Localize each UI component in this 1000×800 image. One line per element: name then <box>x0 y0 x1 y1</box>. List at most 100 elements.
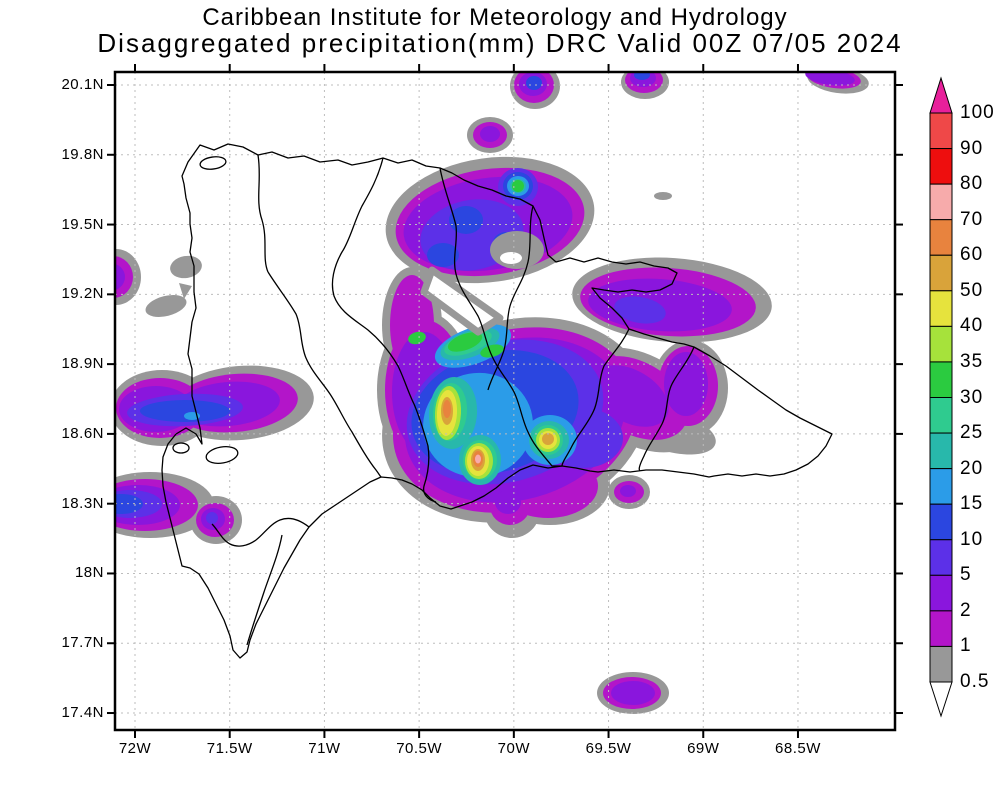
institution-title: Caribbean Institute for Meteorology and … <box>202 4 788 31</box>
watershed-line-southwest <box>211 517 310 547</box>
ellipse-shape <box>145 295 187 317</box>
y-tick-label: 17.7N <box>61 634 104 652</box>
product-title: Disaggregated precipitation(mm) DRC Vali… <box>97 28 903 58</box>
ellipse-shape <box>480 344 504 358</box>
x-tick-label: 69.5W <box>585 740 632 757</box>
ellipse-shape <box>495 490 521 514</box>
tortuga-islet <box>199 156 227 170</box>
ellipse-shape <box>654 192 672 200</box>
colorbar-tick-label: 100 <box>960 102 995 123</box>
ellipse-shape <box>427 243 459 267</box>
y-tick-label: 20.1N <box>61 76 104 93</box>
ellipse-shape <box>664 352 708 416</box>
watershed-line-north-central <box>439 167 562 467</box>
x-tick-label: 72W <box>118 740 152 757</box>
watershed-line-border-east <box>267 271 382 478</box>
ellipse-shape <box>526 76 542 90</box>
colorbar-arrow-top <box>929 76 953 114</box>
ellipse-shape <box>542 433 554 445</box>
colorbar-segment <box>929 254 953 292</box>
colorbar-segment <box>929 219 953 256</box>
ellipse-shape <box>512 180 524 192</box>
colorbar-segment <box>929 290 953 327</box>
x-tick-label: 69W <box>687 740 720 757</box>
ellipse-shape <box>170 255 202 279</box>
colorbar-tick-label: 60 <box>960 244 984 266</box>
ellipse-shape <box>634 72 650 80</box>
x-tick-label: 70W <box>497 740 530 757</box>
x-tick-label: 68.5W <box>775 740 821 757</box>
ellipse-shape <box>611 681 655 705</box>
dr-outline <box>161 143 833 659</box>
ellipse-shape <box>480 126 500 142</box>
colorbar-tick-label: 2 <box>960 599 972 621</box>
watershed-line-west <box>331 157 437 503</box>
colorbar-tick-label: 10 <box>960 528 984 550</box>
y-tick-label: 18N <box>74 564 104 582</box>
ellipse-shape <box>115 263 125 291</box>
watershed-line-nw <box>257 154 269 273</box>
path-shape <box>420 266 504 336</box>
ellipse-shape <box>408 331 426 345</box>
latlon-grid <box>115 72 895 730</box>
x-tick-label: 71W <box>308 740 341 757</box>
x-tick-label: 70.5W <box>396 740 443 757</box>
ellipse-shape <box>620 485 636 497</box>
colorbar-segment <box>929 397 953 434</box>
ellipse-shape <box>490 231 544 269</box>
colorbar-segment <box>929 183 953 221</box>
watershed-line-east2 <box>638 346 695 471</box>
colorbar-segment <box>929 503 953 541</box>
colorbar-tick-label: 25 <box>960 422 984 444</box>
colorbar-tick-label: 20 <box>960 457 984 479</box>
colorbar-tick-label: 1 <box>960 635 972 657</box>
y-tick-label: 19.2N <box>61 285 104 303</box>
lake-enriquillo <box>205 445 239 465</box>
colorbar-segment <box>929 432 953 470</box>
colorbar-tick-label: 50 <box>960 279 984 301</box>
colorbar-segment <box>929 645 953 683</box>
x-tick-label: 71.5W <box>206 740 253 757</box>
ellipse-shape <box>115 256 133 298</box>
colorbar <box>929 76 953 718</box>
precip-level-70 <box>475 454 481 464</box>
path-shape <box>179 283 192 299</box>
precip-minima <box>420 231 544 336</box>
colorbar-tick-label: 80 <box>960 173 984 195</box>
colorbar-arrow-bottom <box>929 681 953 718</box>
ellipse-shape <box>591 365 669 427</box>
colorbar-tick-label: 40 <box>960 315 984 337</box>
y-tick-label: 18.6N <box>61 424 104 442</box>
ellipse-shape <box>500 252 522 264</box>
colorbar-segment <box>929 325 953 363</box>
colorbar-segment <box>929 468 953 505</box>
y-tick-label: 17.4N <box>61 704 104 722</box>
watershed-line-northeast <box>487 205 534 391</box>
ellipse-shape <box>475 454 481 464</box>
y-tick-label: 19.5N <box>61 215 104 233</box>
colorbar-segment <box>929 574 953 612</box>
precip-level-30 <box>408 180 524 358</box>
colorbar-segment <box>929 112 953 150</box>
colorbar-tick-label: 5 <box>960 564 972 586</box>
ellipse-shape <box>443 400 451 418</box>
ellipse-shape <box>449 206 483 234</box>
ellipse-shape <box>447 332 483 352</box>
plot-frame <box>113 70 897 732</box>
ellipse-shape <box>614 296 666 324</box>
y-tick-label: 19.8N <box>61 145 104 163</box>
colorbar-tick-label: 70 <box>960 208 984 230</box>
colorbar-segment <box>929 539 953 576</box>
axis-ticks <box>107 64 903 738</box>
colorbar-segment <box>929 610 953 647</box>
colorbar-tick-label: 15 <box>960 493 984 515</box>
ellipse-shape <box>206 512 218 524</box>
ellipse-shape <box>140 400 230 422</box>
colorbar-tick-label: 0.5 <box>960 671 990 692</box>
colorbar-segment <box>929 361 953 398</box>
watershed-line-peninsula <box>246 534 283 646</box>
colorbar-tick-label: 90 <box>960 137 984 159</box>
colorbar-tick-label: 30 <box>960 386 984 408</box>
